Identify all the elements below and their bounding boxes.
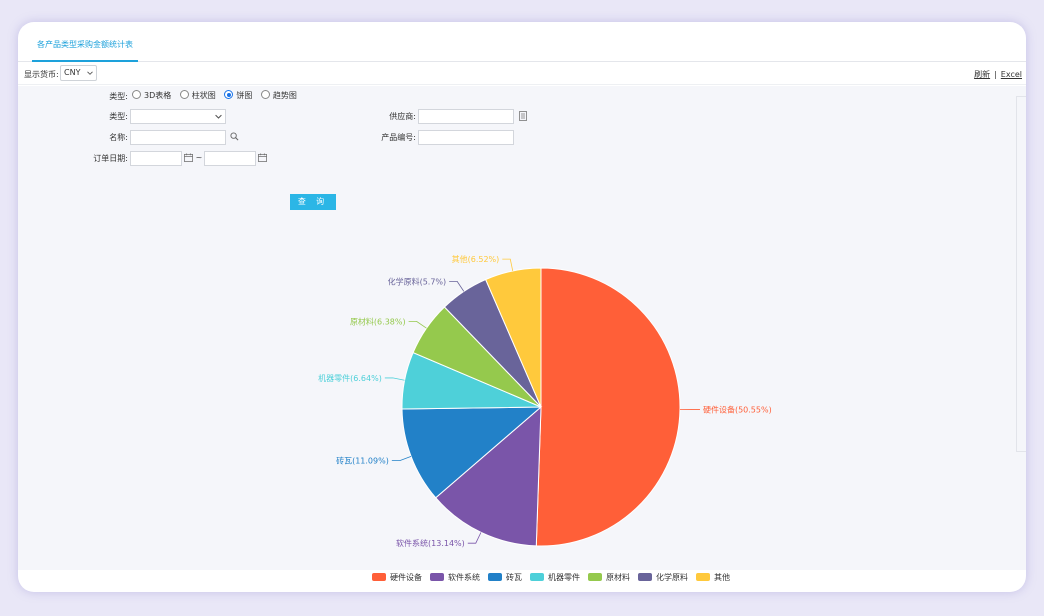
radio-label: 饼图 — [236, 91, 253, 100]
date-from-input[interactable] — [130, 151, 182, 166]
label-leader-line-5 — [408, 320, 427, 329]
radio-trend-chart[interactable]: 趋势图 — [260, 90, 297, 101]
legend-item-2[interactable]: 软件系统 — [430, 572, 480, 583]
refresh-link[interactable]: 刷新 — [974, 70, 991, 79]
chart-type-label: 类型: — [109, 92, 128, 101]
legend-label: 化学原料 — [656, 573, 688, 582]
radio-circle — [179, 90, 189, 99]
pie-data-label-6: 化学原料(5.7%) — [388, 276, 447, 286]
toolbar-links: 刷新 | Excel — [974, 69, 1022, 80]
tab-bar: 各产品类型采购金额统计表 — [18, 22, 1026, 62]
legend-item-1[interactable]: 硬件设备 — [372, 572, 422, 583]
label-leader-line-6 — [449, 281, 465, 292]
report-content: 类型: 3D表格 柱状图 饼图 趋势图 类型: 供应商: 名称: — [18, 86, 1026, 582]
date-range-separator: ~ — [195, 153, 203, 162]
currency-label: 显示货币: — [24, 70, 59, 79]
pie-data-label-1: 硬件设备(50.55%) — [703, 405, 772, 415]
currency-value: CNY — [64, 68, 81, 77]
radio-circle-selected — [224, 90, 234, 99]
legend-swatch — [488, 572, 502, 581]
legend-label: 砖瓦 — [506, 573, 522, 582]
query-button[interactable]: 查 询 — [290, 194, 336, 210]
legend-label: 硬件设备 — [390, 573, 422, 582]
pie-chart: 硬件设备(50.55%) 软件系统(13.14%) 砖瓦(11.09%) 机器零件(6… — [318, 254, 772, 548]
pie-data-label-3: 砖瓦(11.09%) — [336, 456, 389, 466]
name-input[interactable] — [130, 130, 226, 145]
pie-data-label-7: 其他(6.52%) — [452, 254, 500, 264]
pie-data-label-4: 机器零件(6.64%) — [318, 373, 382, 383]
order-date-label: 订单日期: — [93, 154, 128, 163]
pie-slice-1[interactable] — [535, 267, 681, 547]
label-leader-line-7 — [502, 258, 514, 271]
pie-slice-2[interactable] — [435, 405, 542, 547]
legend-item-5[interactable]: 原材料 — [588, 572, 630, 583]
legend-item-6[interactable]: 化学原料 — [638, 572, 688, 583]
legend-swatch — [696, 572, 710, 581]
legend-swatch — [588, 572, 602, 581]
excel-export-link[interactable]: Excel — [1000, 70, 1022, 79]
radio-label: 柱状图 — [191, 91, 216, 100]
radio-circle — [260, 90, 270, 99]
calendar-icon[interactable] — [258, 153, 267, 162]
radio-label: 3D表格 — [144, 91, 172, 100]
radio-label: 趋势图 — [272, 91, 297, 100]
product-code-label: 产品编号: — [381, 133, 416, 142]
legend-label: 原材料 — [606, 573, 630, 582]
radio-circle — [132, 90, 141, 99]
radio-3d-table[interactable]: 3D表格 — [132, 90, 171, 101]
radio-pie-chart[interactable]: 饼图 — [224, 90, 252, 101]
legend-swatch — [430, 572, 444, 581]
label-leader-line-3 — [391, 455, 412, 462]
chevron-down-icon — [87, 71, 93, 75]
chart-legend: 硬件设备 软件系统 砖瓦 机器零件 原材料 化学原料 其他 — [372, 572, 738, 584]
legend-label: 机器零件 — [548, 573, 580, 582]
currency-select[interactable]: CNY — [60, 65, 97, 81]
pie-data-label-2: 软件系统(13.14%) — [396, 538, 465, 548]
supplier-label: 供应商: — [389, 112, 416, 121]
side-panel-edge — [1016, 96, 1026, 452]
legend-swatch — [638, 572, 652, 581]
supplier-picker-icon[interactable] — [519, 111, 527, 121]
legend-label: 软件系统 — [448, 573, 480, 582]
chevron-down-icon — [215, 114, 222, 119]
legend-swatch — [530, 572, 544, 581]
legend-item-4[interactable]: 机器零件 — [530, 572, 580, 583]
legend-item-7[interactable]: 其他 — [696, 572, 730, 583]
date-to-input[interactable] — [204, 151, 256, 166]
toolbar: 显示货币: CNY 刷新 | Excel — [18, 63, 1026, 85]
pie-data-label-5: 原材料(6.38%) — [350, 316, 406, 326]
calendar-icon[interactable] — [184, 153, 193, 162]
report-window: 各产品类型采购金额统计表 显示货币: CNY 刷新 | Excel 类型: 3D表格… — [18, 22, 1026, 592]
label-leader-line-2 — [467, 532, 482, 544]
link-separator: | — [994, 70, 997, 79]
product-code-input[interactable] — [418, 130, 514, 145]
label-leader-line-4 — [384, 377, 405, 381]
category-label: 类型: — [109, 112, 128, 121]
legend-swatch — [372, 572, 386, 581]
legend-item-3[interactable]: 砖瓦 — [488, 572, 522, 583]
search-icon[interactable] — [230, 132, 239, 141]
radio-bar-chart[interactable]: 柱状图 — [179, 90, 216, 101]
pie-slice-7[interactable] — [484, 267, 542, 408]
tab-product-type-purchase-stats[interactable]: 各产品类型采购金额统计表 — [32, 39, 138, 62]
category-select[interactable] — [130, 109, 226, 124]
chart-type-radio-group: 3D表格 柱状图 饼图 趋势图 — [132, 90, 303, 102]
name-label: 名称: — [109, 133, 128, 142]
legend-label: 其他 — [714, 573, 730, 582]
supplier-input[interactable] — [418, 109, 514, 124]
